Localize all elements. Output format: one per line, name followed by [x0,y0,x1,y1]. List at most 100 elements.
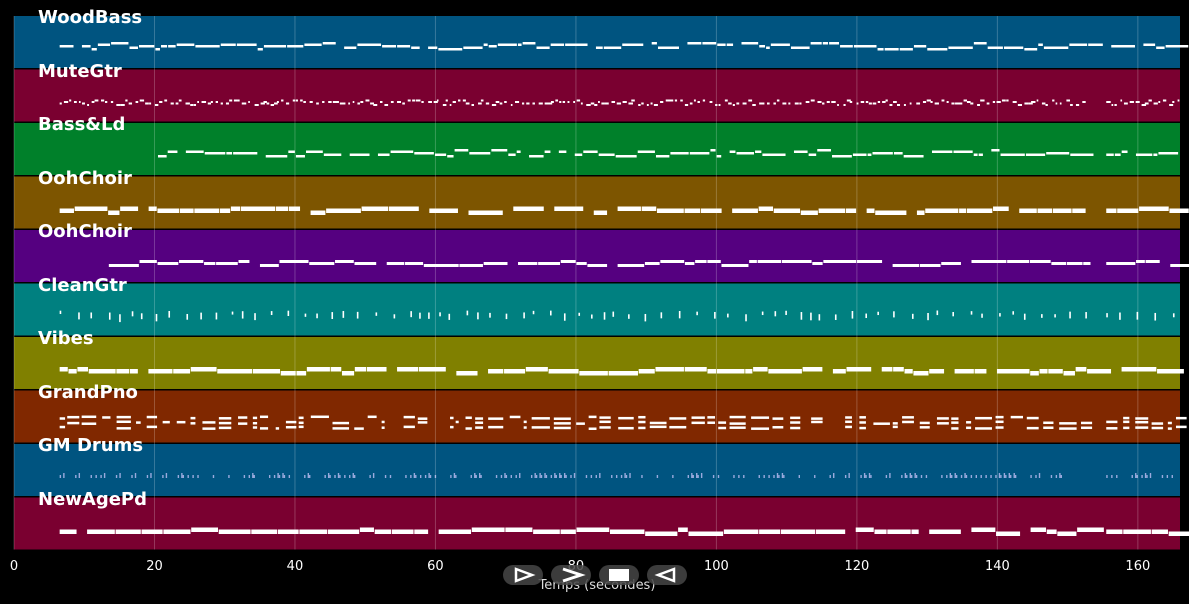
note [580,102,583,105]
note [1111,475,1113,478]
note [689,102,693,105]
note [438,48,463,51]
note [146,415,158,419]
note [163,529,191,534]
note [478,102,482,105]
note [538,102,543,105]
note [495,101,500,103]
note [884,48,899,51]
note [1136,475,1138,478]
note [716,155,722,158]
note [966,421,972,424]
note [185,102,190,105]
note [1057,531,1077,536]
note [707,416,716,419]
note [157,262,179,265]
note [237,99,240,102]
note [168,45,176,48]
note [913,45,927,48]
note [563,473,566,478]
note [951,421,959,424]
note [608,371,638,376]
note [688,531,724,536]
note [95,475,97,478]
note [1177,99,1180,102]
note [985,475,987,478]
note [59,102,62,105]
track-background [14,390,1180,443]
note [1111,45,1135,48]
note [587,264,608,267]
stop-button[interactable] [599,565,639,585]
note [1121,367,1157,372]
note [953,150,973,153]
note [930,101,933,103]
note [911,313,914,319]
note [259,427,269,430]
note [280,371,296,376]
note [669,99,674,102]
note [790,46,810,49]
note [116,369,130,374]
note [477,312,479,320]
note [645,531,678,536]
note [442,104,447,106]
note [1106,420,1118,424]
note [1106,208,1117,213]
note [770,43,790,46]
track-lane [14,230,1189,282]
note [916,102,921,105]
note [855,527,874,532]
note [644,313,647,322]
note [1171,475,1173,478]
note [331,312,334,320]
note [240,206,276,211]
note [1141,104,1147,106]
note [995,426,1004,429]
note [550,43,565,46]
note [177,475,180,478]
note [116,427,131,430]
note [491,104,497,106]
note [67,421,80,425]
note [751,416,770,419]
note [843,104,846,106]
note [1070,104,1073,106]
play-button[interactable] [503,565,543,585]
note [1024,48,1038,51]
note [215,101,218,103]
note [78,473,81,478]
note [1121,150,1128,153]
note [510,475,513,478]
note [832,155,852,158]
note [339,102,344,105]
note [949,473,952,478]
note [352,101,355,103]
note [913,371,929,376]
note [275,427,280,430]
note [414,152,434,155]
note [980,475,982,478]
note [691,421,705,425]
note [893,367,904,372]
note [454,149,469,152]
note [977,104,980,106]
note [975,416,992,420]
note [629,473,631,478]
note [904,473,907,478]
note [238,422,248,425]
rewind-button[interactable] [647,565,687,585]
note [459,264,483,267]
note [553,422,571,425]
note [1106,262,1136,265]
note [288,475,291,478]
note [365,99,370,102]
note [766,46,770,49]
note [190,367,217,372]
note [540,475,543,478]
note [136,421,141,424]
note [252,473,254,478]
note [773,208,801,213]
forward-button[interactable] [551,565,591,585]
note [532,310,535,315]
